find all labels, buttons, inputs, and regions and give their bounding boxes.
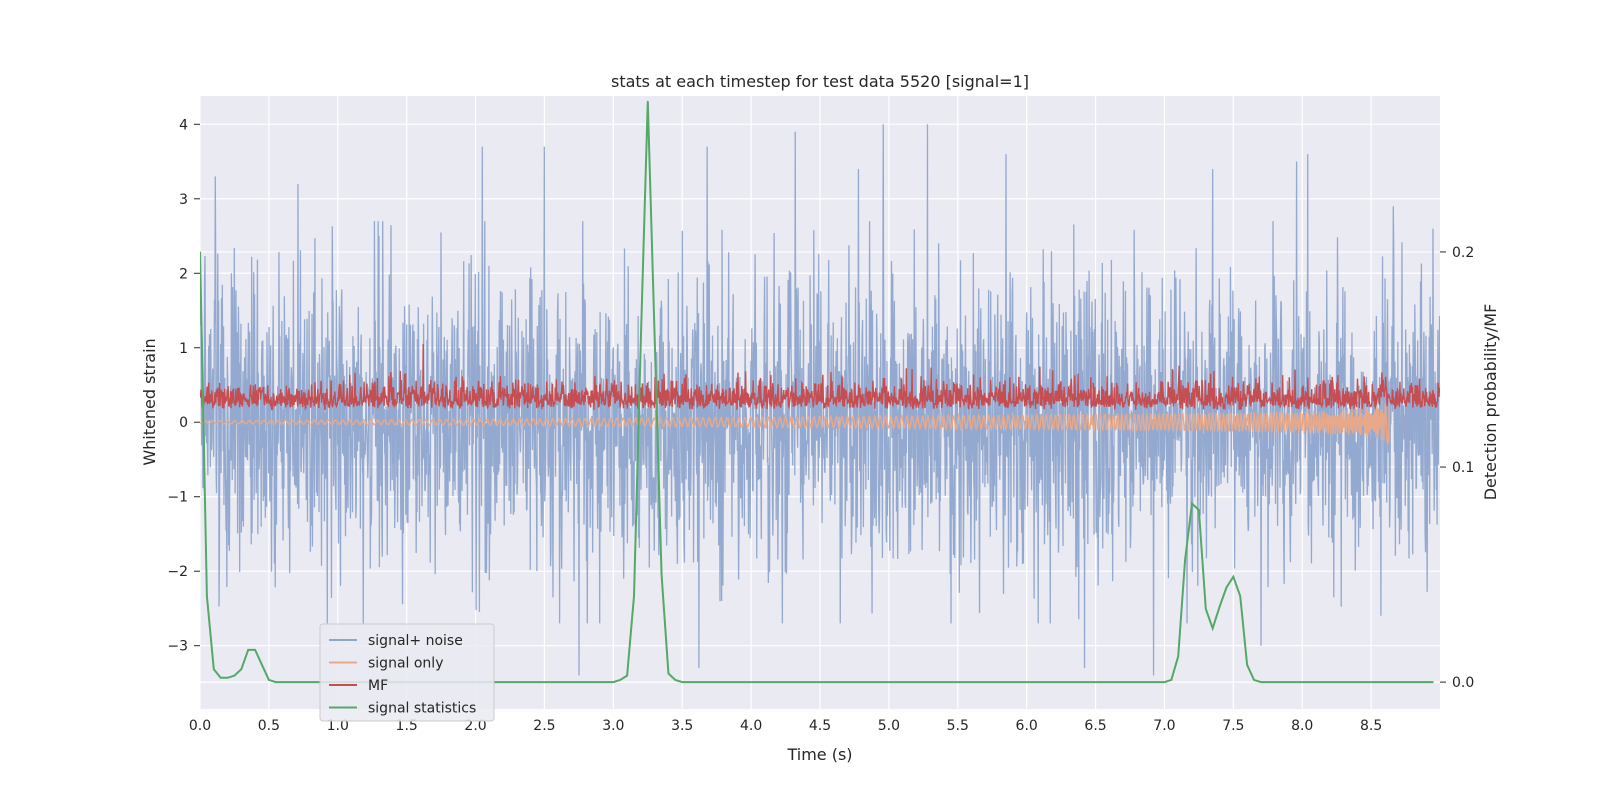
signal-statistics-point [220, 677, 222, 679]
signal-statistics-point [654, 337, 656, 339]
signal-statistics-point [200, 251, 201, 253]
signal-statistics-point [261, 664, 263, 666]
legend-entry-signal-only: signal only [368, 656, 443, 672]
signal-statistics-point [247, 649, 249, 651]
signal-statistics-point [1253, 679, 1255, 681]
y-right-tick-label: 0.2 [1452, 245, 1474, 261]
legend-frame [319, 623, 495, 722]
signal-statistics-point [268, 679, 270, 681]
signal-statistics-point [681, 681, 683, 683]
signal-statistics-point [888, 681, 890, 683]
legend: signal+ noise signal only MF signal statist… [319, 623, 495, 722]
signal-statistics-point [619, 679, 621, 681]
x-tick-label: 2.5 [533, 718, 555, 734]
signal-statistics-point [1170, 679, 1172, 681]
signal-statistics-point [1177, 655, 1179, 657]
signal-statistics-point [1274, 681, 1276, 683]
y-tick-label: 1 [179, 341, 188, 357]
y-axis-right: 0.0 0.1 0.2 [1440, 245, 1474, 691]
x-axis-label: Time (s) [786, 745, 852, 764]
x-tick-label: 6.5 [1084, 718, 1106, 734]
y-tick-label: 2 [179, 266, 188, 282]
signal-statistics-point [1267, 681, 1269, 683]
y-tick-label: −3 [167, 639, 188, 655]
x-tick-label: 8.0 [1291, 718, 1313, 734]
signal-statistics-point [288, 681, 291, 683]
signal-statistics-point [240, 668, 242, 670]
legend-entry-signal-statistics: signal statistics [368, 701, 476, 717]
signal-statistics-point [647, 100, 649, 102]
signal-statistics-point [275, 681, 277, 683]
series-signal-only [200, 398, 1392, 446]
signal-statistics-point [1260, 681, 1262, 683]
x-tick-label: 6.0 [1016, 718, 1038, 734]
signal-statistics-point [626, 675, 628, 677]
chart-title: stats at each timestep for test data 552… [611, 72, 1029, 91]
series-mf [200, 344, 1440, 411]
x-tick-label: 0.0 [189, 718, 211, 734]
x-tick-label: 0.5 [258, 718, 280, 734]
signal-statistics-point [674, 679, 676, 681]
signal-statistics-point [1163, 681, 1166, 683]
x-tick-label: 5.5 [947, 718, 969, 734]
signal-statistics-point [667, 672, 670, 675]
signal-statistics-point [1225, 586, 1228, 589]
signal-statistics-point [660, 573, 663, 576]
signal-statistics-point [233, 675, 236, 677]
signal-statistics-point [1191, 502, 1193, 505]
series-layer [200, 100, 1440, 684]
x-tick-label: 7.5 [1222, 718, 1244, 734]
signal-statistics-point [213, 668, 215, 670]
y-tick-label: −2 [167, 564, 188, 580]
signal-statistics-point [1246, 664, 1248, 666]
signal-statistics-point [1026, 681, 1028, 683]
x-tick-label: 7.0 [1153, 718, 1175, 734]
signal-statistics-point [226, 677, 229, 679]
signal-statistics-point [254, 649, 256, 651]
series-signal-statistics [200, 101, 1434, 684]
x-tick-label: 1.5 [396, 718, 418, 734]
signal-statistics-point [1370, 681, 1372, 683]
y-tick-label: 3 [179, 192, 188, 208]
y-right-tick-label: 0.0 [1452, 675, 1474, 691]
signal-statistics-point [282, 681, 284, 683]
signal-statistics-point [1212, 627, 1214, 629]
x-tick-label: 2.0 [464, 718, 486, 734]
x-tick-label: 5.0 [878, 718, 900, 734]
legend-entry-signal-noise: signal+ noise [368, 633, 463, 649]
x-tick-label: 4.0 [740, 718, 762, 734]
legend-entry-mf: MF [368, 678, 388, 694]
y-tick-label: 0 [179, 415, 188, 431]
signal-statistics-point [1239, 595, 1241, 597]
y-axis-right-label: Detection probability/MF [1481, 304, 1500, 501]
y-axis-label: Whitened strain [140, 338, 159, 465]
signal-statistics-point [1184, 558, 1186, 561]
signal-statistics-point [1205, 608, 1207, 610]
y-tick-label: 4 [179, 117, 188, 133]
x-axis: 0.0 0.5 1.0 1.5 2.0 2.5 3.0 3.5 4.0 4.5 5.0 5.5 6.0 6… [189, 718, 1382, 734]
signal-statistics-point [206, 595, 208, 597]
signal-statistics-point [612, 681, 614, 683]
y-axis-left: −3 −2 −1 0 1 2 3 4 [167, 117, 200, 655]
signal-statistics-point [1432, 681, 1434, 683]
y-tick-label: −1 [167, 490, 188, 506]
x-tick-label: 8.5 [1360, 718, 1382, 734]
signal-statistics-point [1301, 681, 1303, 683]
y-right-tick-label: 0.1 [1452, 460, 1474, 476]
signal-statistics-point [1198, 509, 1200, 511]
signal-statistics-point [1232, 576, 1234, 578]
signal-statistics-point [1218, 606, 1221, 608]
signal-statistics-point [640, 337, 642, 339]
x-tick-label: 3.0 [602, 718, 624, 734]
x-tick-label: 1.0 [327, 718, 349, 734]
signal-statistics-point [750, 681, 752, 683]
x-tick-label: 4.5 [809, 718, 831, 734]
signal-statistics-point [633, 595, 635, 597]
x-tick-label: 3.5 [671, 718, 693, 734]
